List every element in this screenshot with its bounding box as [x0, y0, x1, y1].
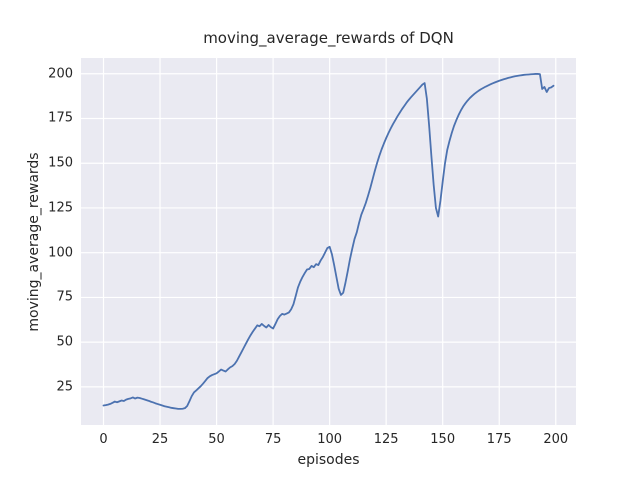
y-tick-label: 25 — [56, 379, 73, 395]
y-tick-label: 175 — [48, 110, 73, 126]
y-tick-label: 50 — [56, 334, 73, 350]
plot-background — [81, 58, 576, 425]
y-tick-label: 100 — [48, 245, 73, 261]
x-tick-label: 75 — [264, 432, 282, 447]
x-tick-label: 175 — [486, 432, 512, 447]
x-axis-label: episodes — [297, 452, 360, 468]
x-tick-label: 0 — [99, 432, 108, 447]
x-tick-label: 150 — [430, 432, 456, 447]
x-tick-label: 100 — [317, 432, 343, 447]
line-plot-canvas — [81, 58, 576, 425]
y-axis-label: moving_average_rewards — [26, 152, 42, 332]
y-tick-label: 75 — [56, 289, 73, 305]
x-tick-label: 50 — [208, 432, 225, 447]
reward-line — [102, 73, 555, 410]
plot-area — [81, 58, 576, 425]
y-tick-label: 200 — [48, 66, 73, 82]
y-tick-label: 150 — [48, 155, 73, 171]
x-tick-label: 25 — [151, 432, 169, 447]
x-tick-label: 125 — [373, 432, 399, 447]
x-tick-label: 200 — [543, 432, 569, 447]
chart-title: moving_average_rewards of DQN — [203, 29, 454, 47]
y-tick-label: 125 — [48, 200, 73, 216]
